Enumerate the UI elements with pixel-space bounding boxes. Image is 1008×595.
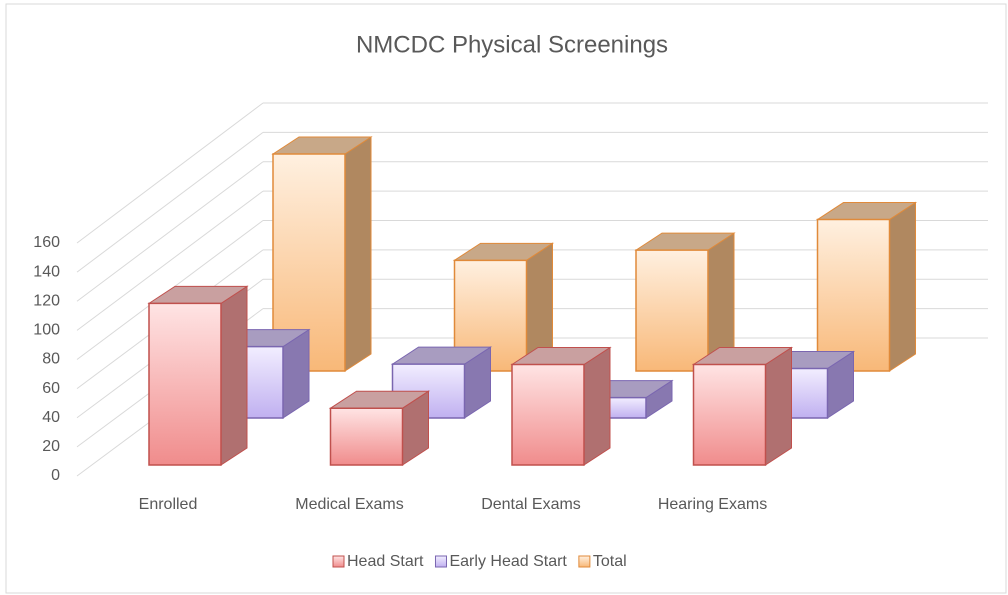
legend-swatch	[332, 555, 345, 568]
bar-side	[889, 201, 916, 372]
y-tick-label: 0	[51, 467, 60, 484]
bar-front	[635, 249, 709, 372]
x-tick-label: Medical Exams	[295, 496, 403, 513]
grid-line	[76, 161, 264, 302]
bar	[510, 346, 612, 466]
grid-line	[76, 131, 264, 273]
bar-front	[692, 363, 767, 466]
y-tick-label: 20	[42, 438, 60, 455]
legend-label: Total	[593, 553, 627, 570]
bar	[271, 136, 373, 372]
chart-title: NMCDC Physical Screenings	[356, 31, 668, 58]
bar-front	[272, 153, 346, 372]
bar-front	[511, 363, 585, 466]
bar-front	[329, 407, 404, 466]
y-tick-label: 140	[33, 263, 60, 280]
y-tick-label: 80	[42, 351, 60, 368]
legend-swatch	[434, 555, 447, 568]
bar	[691, 346, 794, 466]
x-tick-label: Enrolled	[139, 496, 198, 513]
legend-swatch	[578, 555, 591, 568]
grid-line	[76, 190, 264, 331]
y-tick-label: 60	[42, 380, 60, 397]
legend-label: Head Start	[347, 553, 424, 570]
y-tick-label: 120	[33, 292, 60, 309]
x-tick-label: Hearing Exams	[658, 496, 767, 513]
bar	[634, 232, 736, 372]
bar	[147, 285, 249, 466]
bar-front	[148, 302, 222, 466]
y-tick-label: 160	[33, 234, 60, 251]
bar-front	[453, 259, 528, 372]
bar-side	[344, 136, 372, 372]
bar-side	[220, 285, 248, 466]
bar	[815, 201, 918, 372]
y-tick-label: 40	[42, 409, 60, 426]
y-tick-label: 100	[33, 322, 60, 339]
bar	[452, 242, 555, 372]
bar-side	[765, 346, 792, 466]
grid-line	[76, 102, 264, 244]
bar	[328, 390, 431, 466]
bar-front	[816, 218, 891, 372]
x-tick-label: Dental Exams	[481, 496, 581, 513]
bar-side	[583, 346, 611, 466]
legend-label: Early Head Start	[449, 553, 567, 570]
